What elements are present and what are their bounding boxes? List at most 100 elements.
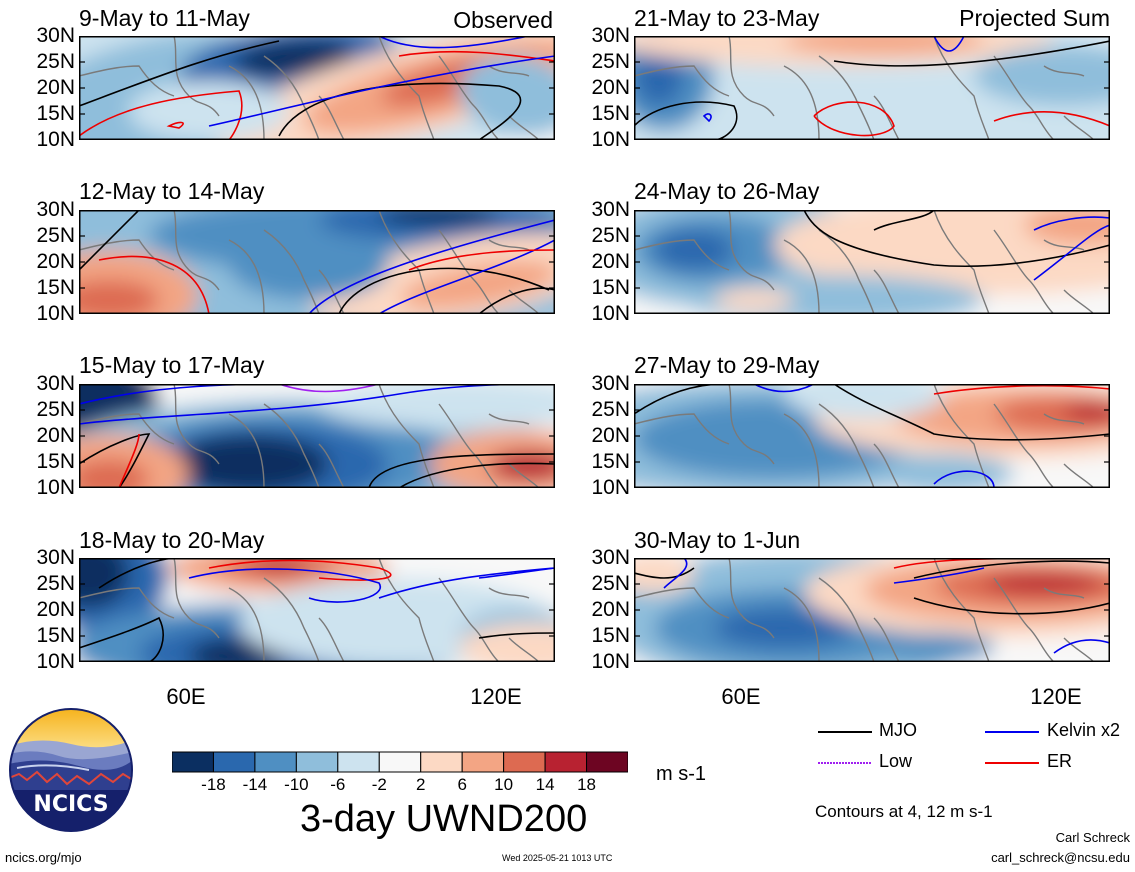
lat-label: 10N [36,302,75,325]
panel-tag: Observed [453,7,553,33]
shaded-region [129,81,289,140]
map-panel-4 [79,558,555,662]
coastline [818,229,875,314]
colorbar-label: -6 [330,775,346,794]
coastline [508,463,540,488]
footer-author: Carl Schreck [1055,830,1130,845]
panel-title: 30-May to 1-Jun [634,527,801,553]
colorbar-label: 14 [535,775,555,794]
panel-title: 27-May to 29-May [634,352,820,378]
uwnd-field [634,210,1110,314]
coastline [873,617,900,662]
coastline [1043,65,1085,77]
contour-line [833,384,1110,441]
coastline [508,289,540,314]
shaded-region [984,573,1104,593]
lat-label: 30N [591,198,630,221]
lat-label: 30N [591,546,630,569]
coastline [438,403,500,488]
contour-line [478,567,555,579]
coastline [79,587,175,619]
contour-line [1033,216,1110,231]
legend-line-kelvin [985,731,1039,733]
shaded-region [1064,402,1110,422]
legend-line-low [818,762,872,764]
map-panel-6 [634,210,1110,314]
colorbar-swatch [586,751,628,773]
coastline [1043,413,1085,425]
colorbar-swatch [212,751,256,773]
map-panel-1 [79,36,555,140]
lat-label: 20N [591,250,630,273]
contours-note: Contours at 4, 12 m s-1 [815,802,993,821]
coastline [818,403,875,488]
colorbar-label: 10 [494,775,514,794]
coastline [993,55,1055,140]
shaded-region [634,46,684,106]
lat-label: 20N [36,424,75,447]
lat-label: 10N [36,128,75,151]
lat-label: 25N [591,398,630,421]
contour-line [753,384,815,393]
coastline [1063,463,1095,488]
map-panel-2 [79,210,555,314]
lat-label: 20N [591,76,630,99]
contour-line [166,121,184,129]
coastline [318,617,345,662]
colorbar-swatch [337,751,380,773]
lat-label: 10N [591,302,630,325]
contour-line [79,616,164,662]
coastline [228,65,265,140]
uwnd-field [79,210,555,314]
coastline [378,558,435,662]
panel-tag: Projected Sum [959,5,1110,31]
lat-label: 15N [36,624,75,647]
contour-line [98,255,210,314]
chart-title: 3-day UWND200 [300,798,588,840]
coastline [783,65,820,140]
lat-label: 20N [36,76,75,99]
coastline [933,210,990,314]
shaded-region [234,39,354,77]
lat-label: 10N [36,650,75,673]
contour-line [79,433,151,488]
legend-line-mjo [818,731,872,733]
contour-line [208,55,555,127]
coastline [438,577,500,662]
panel-title: 12-May to 14-May [79,178,265,204]
coastline [783,239,820,314]
lon-label: 60E [721,684,761,709]
uwnd-field [79,36,555,140]
map-panel-8 [634,558,1110,662]
lon-label: 120E [1030,684,1082,709]
map-panel-5 [634,36,1110,140]
lat-label: 15N [36,102,75,125]
coastline [318,443,345,488]
coastline [173,558,220,639]
panel-title: 18-May to 20-May [79,527,265,553]
colorbar-label: -14 [242,775,268,794]
ncics-logo: NCICS [9,708,133,832]
lat-label: 30N [36,198,75,221]
contour-line [634,101,738,140]
coastline [508,637,540,662]
lat-label: 10N [591,650,630,673]
colorbar-swatch [378,751,422,773]
contour-line [79,90,243,140]
lat-label: 10N [591,476,630,499]
contour-line [702,113,712,123]
coastline [488,65,530,77]
shaded-region [784,36,984,55]
contour-line [634,567,695,579]
colorbar-swatch [420,751,463,773]
coastline [1043,239,1085,251]
coastline [488,413,530,425]
contour-line [79,40,280,107]
coastline [263,55,320,140]
lat-label: 20N [591,424,630,447]
map-panel-3 [79,384,555,488]
colorbar-swatch [544,751,588,773]
shaded-region [379,210,499,225]
coastline [818,55,875,140]
coastline [818,577,875,662]
